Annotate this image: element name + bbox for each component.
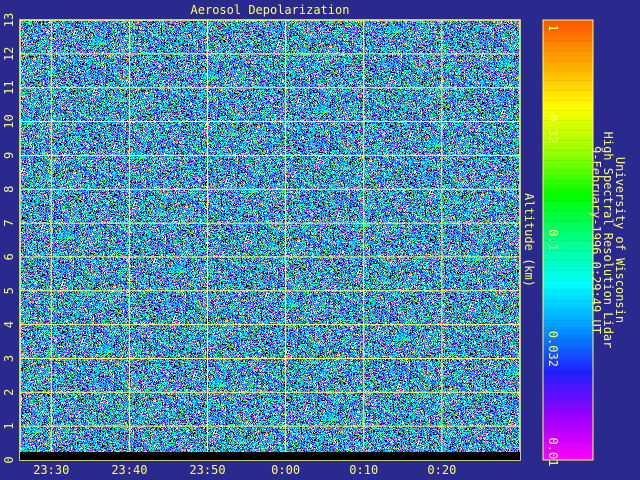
info-line-3: 9-February-1996 0:29:49 UT — [589, 146, 603, 334]
y-tick-label: 4 — [2, 321, 16, 328]
plot-frame — [19, 19, 521, 461]
colorbar-tick-label: 0.032 — [546, 331, 560, 367]
colorbar-gradient — [543, 20, 593, 460]
y-tick-label: 13 — [2, 13, 16, 27]
info-line-2: High Spectral Resolution Lidar — [601, 132, 615, 349]
colorbar-tick-label: 1 — [546, 24, 560, 31]
colorbar-tick-labels: 1 0.32 0.1 0.032 0.01 — [546, 24, 560, 466]
y-tick-label: 8 — [2, 186, 16, 193]
info-line-1: University of Wisconsin — [613, 157, 627, 323]
x-tick-label: 0:10 — [349, 463, 378, 477]
y-tick-label: 6 — [2, 253, 16, 260]
y-axis-label: Altitude (km) — [522, 193, 536, 287]
y-tick-label: 2 — [2, 389, 16, 396]
y-tick-label: 10 — [2, 114, 16, 128]
y-tick-label: 0 — [2, 456, 16, 463]
y-tick-label: 9 — [2, 152, 16, 159]
x-tick-label: 23:50 — [189, 463, 225, 477]
colorbar-tick-label: 0.1 — [546, 229, 560, 251]
bottom-bar — [20, 452, 520, 460]
colorbar-frame — [542, 19, 594, 461]
y-tick-label: 11 — [2, 80, 16, 94]
depolarization-heatmap — [20, 20, 520, 460]
chart-title: Aerosol Depolarization — [191, 3, 350, 17]
x-tick-label: 0:00 — [271, 463, 300, 477]
y-tick-label: 7 — [2, 219, 16, 226]
x-tick-label: 0:20 — [427, 463, 456, 477]
y-tick-label: 5 — [2, 287, 16, 294]
y-tick-label: 1 — [2, 423, 16, 430]
x-tick-labels: 23:30 23:40 23:50 0:00 0:10 0:20 — [33, 463, 456, 477]
x-tick-label: 23:30 — [33, 463, 69, 477]
colorbar-tick-label: 0.32 — [546, 114, 560, 143]
grid-lines — [20, 20, 520, 460]
colorbar-tick-label: 0.01 — [546, 438, 560, 467]
y-tick-label: 3 — [2, 355, 16, 362]
x-tick-label: 23:40 — [111, 463, 147, 477]
y-tick-label: 12 — [2, 47, 16, 61]
